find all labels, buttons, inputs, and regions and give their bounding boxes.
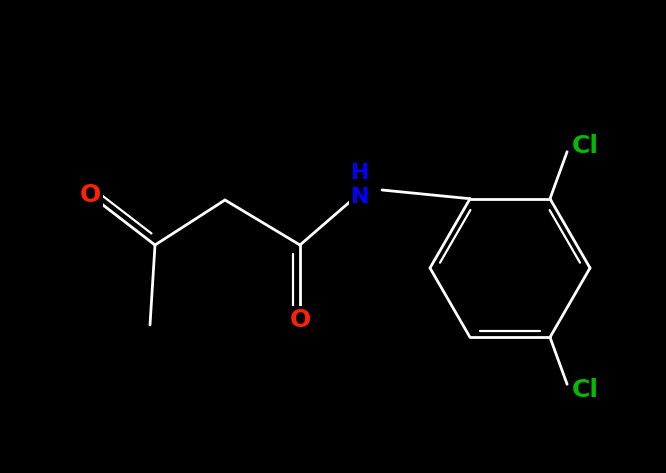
Text: Cl: Cl	[571, 378, 599, 402]
Text: O: O	[289, 308, 310, 332]
Text: Cl: Cl	[571, 134, 599, 158]
Text: O: O	[79, 183, 101, 207]
Text: H
N: H N	[351, 163, 369, 207]
